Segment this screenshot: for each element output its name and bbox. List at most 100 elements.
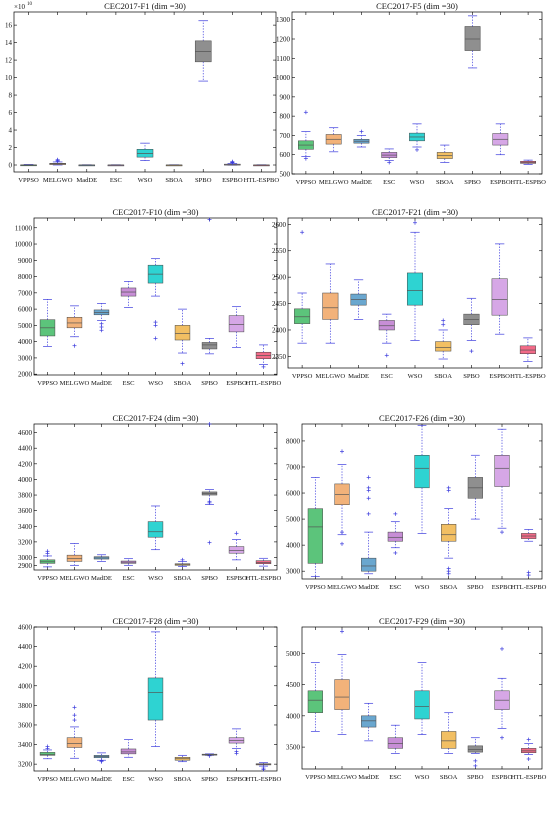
x-tick-label: HTL-ESPBO bbox=[511, 774, 547, 781]
outlier-marker bbox=[359, 129, 364, 134]
x-tick-label: SBOA bbox=[440, 774, 458, 781]
x-tick-label: WSO bbox=[148, 575, 163, 582]
outlier-marker bbox=[207, 753, 212, 758]
y-tick-label: 14 bbox=[5, 39, 13, 47]
box-iqr bbox=[467, 745, 483, 753]
box-htl-espbo bbox=[521, 737, 537, 761]
box-vppso bbox=[20, 164, 37, 167]
box-iqr bbox=[491, 278, 508, 316]
outlier-marker bbox=[72, 343, 77, 348]
y-tick-label: 700 bbox=[280, 132, 291, 140]
outlier-marker bbox=[72, 705, 77, 710]
y-tick-label: 3000 bbox=[286, 568, 301, 576]
outlier-marker bbox=[72, 718, 77, 723]
box-madde bbox=[361, 475, 377, 575]
x-tick-label: MadDE bbox=[358, 774, 379, 781]
y-tick-label: 3500 bbox=[286, 744, 301, 752]
box-vppso bbox=[307, 662, 323, 732]
y-tick-label: 2600 bbox=[272, 221, 287, 229]
plot-frame bbox=[33, 217, 278, 376]
outlier-marker bbox=[207, 540, 212, 545]
x-tick-label: MELGWO bbox=[327, 774, 357, 781]
outlier-marker bbox=[526, 737, 531, 742]
box-iqr bbox=[66, 554, 83, 562]
y-tick-label: 3000 bbox=[18, 554, 33, 562]
y-tick-label: 6000 bbox=[286, 490, 301, 498]
box-iqr bbox=[228, 546, 245, 554]
y-tick-label: 3600 bbox=[18, 507, 33, 515]
y-tick-label: 11000 bbox=[15, 224, 33, 232]
box-iqr bbox=[294, 308, 311, 324]
outlier-marker bbox=[366, 485, 371, 490]
outlier-marker bbox=[393, 511, 398, 516]
chart-panel-4: CEC2017-F21 (dim =30) 2350 2400 2450 2500 255… bbox=[272, 207, 546, 380]
box-madde bbox=[78, 164, 96, 167]
y-tick-label: 2000 bbox=[18, 371, 33, 379]
chart-title: CEC2017-F28 (dim =30) bbox=[112, 616, 198, 626]
box-sboa bbox=[441, 712, 457, 754]
box-espbo bbox=[491, 243, 508, 335]
y-tick-label: 9000 bbox=[18, 257, 33, 265]
x-tick-label: WSO bbox=[415, 774, 430, 781]
box-vppso bbox=[307, 477, 323, 577]
y-tick-label: 3800 bbox=[18, 492, 33, 500]
box-sboa bbox=[441, 485, 457, 576]
outlier-marker bbox=[207, 217, 212, 222]
box-htl-espbo bbox=[255, 762, 272, 772]
x-tick-label: SPBO bbox=[467, 584, 484, 591]
box-iqr bbox=[307, 690, 323, 713]
outlier-marker bbox=[303, 110, 308, 115]
outlier-marker bbox=[393, 550, 398, 555]
box-iqr bbox=[66, 737, 83, 748]
box-esc bbox=[387, 724, 403, 754]
box-iqr bbox=[435, 341, 452, 352]
y-tick-label: 4000 bbox=[286, 712, 301, 720]
x-tick-label: ESPBO bbox=[222, 177, 243, 184]
outlier-marker bbox=[340, 449, 344, 454]
box-vppso bbox=[39, 549, 56, 568]
box-espbo bbox=[228, 306, 245, 348]
box-vppso bbox=[39, 744, 56, 760]
chart-title: CEC2017-F24 (dim =30) bbox=[112, 413, 198, 423]
box-iqr bbox=[66, 316, 83, 329]
y-tick-label: 1200 bbox=[276, 36, 291, 44]
box-htl-espbo bbox=[520, 159, 537, 165]
chart-title: CEC2017-F10 (dim =30) bbox=[112, 207, 198, 217]
y-tick-label: 8000 bbox=[18, 273, 33, 281]
box-iqr bbox=[147, 677, 164, 721]
box-iqr bbox=[136, 149, 154, 158]
axis-multiplier-exponent: 10 bbox=[27, 2, 33, 7]
box-vppso bbox=[39, 298, 56, 347]
box-esc bbox=[387, 511, 403, 555]
x-tick-label: ESPBO bbox=[226, 380, 247, 387]
x-tick-label: MELGWO bbox=[60, 575, 90, 582]
box-wso bbox=[406, 220, 424, 341]
x-tick-label: HTL-ESPBO bbox=[246, 575, 282, 582]
outlier-marker bbox=[99, 758, 104, 763]
x-tick-label: HTL-ESPBO bbox=[244, 177, 280, 184]
box-iqr bbox=[441, 731, 457, 749]
box-espbo bbox=[492, 123, 509, 156]
y-tick-label: 600 bbox=[280, 151, 291, 159]
y-tick-label: 12 bbox=[5, 57, 13, 65]
box-htl-espbo bbox=[519, 337, 536, 363]
box-sboa bbox=[436, 144, 453, 163]
box-madde bbox=[93, 752, 110, 764]
chart-title: CEC2017-F26 (dim =30) bbox=[379, 413, 465, 423]
box-espbo bbox=[494, 646, 510, 740]
y-tick-label: 6 bbox=[9, 109, 13, 117]
x-tick-label: SPBO bbox=[464, 179, 481, 186]
y-tick-label: 4200 bbox=[18, 663, 33, 671]
box-esc bbox=[120, 739, 137, 758]
axis-multiplier: ×10 bbox=[14, 3, 25, 11]
outlier-marker bbox=[413, 220, 417, 225]
box-espbo bbox=[228, 728, 245, 756]
outlier-marker bbox=[441, 322, 446, 327]
x-tick-label: HTL-ESPBO bbox=[510, 179, 546, 186]
outlier-marker bbox=[446, 566, 451, 571]
x-tick-label: ESPBO bbox=[490, 179, 511, 186]
outlier-marker bbox=[473, 763, 478, 768]
box-wso bbox=[136, 142, 154, 161]
outlier-marker bbox=[230, 159, 235, 164]
box-spbo bbox=[467, 454, 483, 520]
